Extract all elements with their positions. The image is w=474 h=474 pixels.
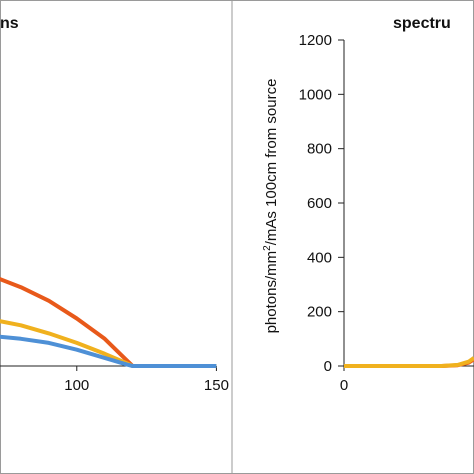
right-chart-panel: spectru 0 200 400 600 800 1000 1200 0 photons/… <box>262 15 474 394</box>
left-chart-title: ns <box>0 15 19 32</box>
left-x-ticks: 100 150 <box>64 366 229 394</box>
right-series <box>344 356 474 368</box>
left-series-line-1 <box>0 276 217 368</box>
right-y-tick-label: 600 <box>307 195 332 212</box>
right-chart-title: spectru <box>393 15 451 32</box>
right-x-tick-label: 0 <box>340 377 348 394</box>
right-y-tick-label: 800 <box>307 141 332 158</box>
right-y-tick-label: 1000 <box>299 86 332 103</box>
left-chart-panel: ns 100 150 <box>0 15 229 394</box>
right-y-tick-label: 0 <box>324 358 332 375</box>
left-series-line-3 <box>0 334 217 368</box>
right-series-line-2 <box>344 356 474 368</box>
right-y-tick-label: 200 <box>307 304 332 321</box>
right-y-tick-label: 400 <box>307 249 332 266</box>
left-series <box>0 276 217 368</box>
right-x-ticks: 0 <box>340 366 348 394</box>
right-y-tick-label: 1200 <box>299 32 332 49</box>
right-y-ticks: 0 200 400 600 800 1000 1200 <box>299 32 344 375</box>
right-y-axis-label: photons/mm2/mAs 100cm from source <box>262 79 280 334</box>
left-x-tick-label: 150 <box>204 377 229 394</box>
left-x-tick-label: 100 <box>64 377 89 394</box>
